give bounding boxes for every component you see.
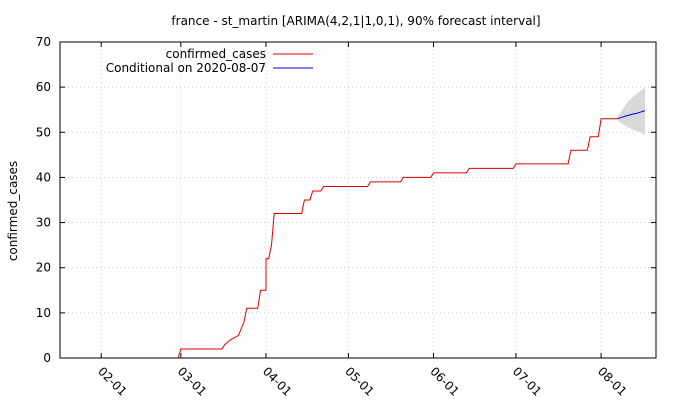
axis-ticks: 0 10 20 30 40 50 60 70 02-01 03-01 04-01 05-01 06-01… <box>36 35 656 399</box>
legend-label: confirmed_cases <box>166 47 266 61</box>
x-tick-label: 02-01 <box>95 364 130 399</box>
x-tick-label: 07-01 <box>510 364 545 399</box>
y-tick-label: 20 <box>36 261 51 275</box>
x-tick-label: 04-01 <box>260 364 295 399</box>
x-tick-label: 08-01 <box>595 364 630 399</box>
y-tick-label: 0 <box>43 351 51 365</box>
y-tick-label: 70 <box>36 35 51 49</box>
legend-label: Conditional on 2020-08-07 <box>106 61 266 75</box>
grid <box>60 42 656 358</box>
y-tick-label: 50 <box>36 125 51 139</box>
x-tick-label: 06-01 <box>427 364 462 399</box>
series-lines <box>177 110 646 359</box>
forecast-interval-area <box>617 87 645 135</box>
y-tick-label: 30 <box>36 216 51 230</box>
chart-title: france - st_martin [ARIMA(4,2,1|1,0,1), … <box>171 14 540 28</box>
plot-frame <box>59 41 657 359</box>
x-tick-label: 05-01 <box>342 364 377 399</box>
confirmed-cases-line <box>177 118 618 359</box>
y-tick-label: 10 <box>36 306 51 320</box>
forecast-interval-band <box>617 87 645 135</box>
y-tick-label: 40 <box>36 170 51 184</box>
forecast-line <box>617 110 646 120</box>
x-tick-label: 03-01 <box>175 364 210 399</box>
y-axis-label: confirmed_cases <box>6 161 20 261</box>
y-tick-label: 60 <box>36 80 51 94</box>
